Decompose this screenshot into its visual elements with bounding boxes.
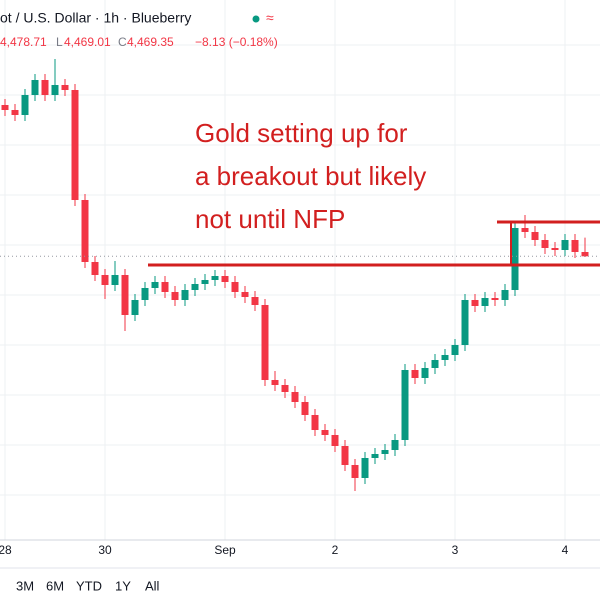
- candle-body: [141, 288, 149, 300]
- candle-body: [501, 290, 509, 300]
- candle-body: [101, 275, 109, 285]
- range-button[interactable]: 6M: [46, 578, 64, 593]
- candle-body: [491, 298, 499, 300]
- range-button[interactable]: All: [145, 578, 160, 593]
- header-close: 4,469.35: [127, 35, 174, 49]
- candle-body: [131, 300, 139, 315]
- candle-body: [191, 284, 199, 290]
- x-tick-label: 28: [0, 543, 12, 557]
- header-low: 4,469.01: [64, 35, 111, 49]
- x-tick-label: 2: [332, 543, 339, 557]
- candle-body: [551, 248, 559, 250]
- candle-body: [1, 105, 9, 110]
- annotation-text: Gold setting up for: [195, 118, 408, 148]
- candle-body: [431, 360, 439, 368]
- candle-body: [521, 228, 529, 232]
- candle-body: [321, 430, 329, 435]
- candle-body: [511, 228, 519, 290]
- candle-body: [571, 240, 579, 252]
- candle-body: [91, 262, 99, 275]
- range-button[interactable]: YTD: [76, 578, 102, 593]
- candle-body: [561, 240, 569, 250]
- candle-body: [531, 232, 539, 240]
- candle-body: [21, 95, 29, 115]
- candle-body: [41, 80, 49, 95]
- candle-body: [241, 292, 249, 297]
- candle-body: [31, 80, 39, 95]
- x-tick-label: 3: [452, 543, 459, 557]
- candle-body: [161, 282, 169, 292]
- candle-body: [581, 252, 589, 257]
- candle-body: [311, 415, 319, 430]
- range-button[interactable]: 1Y: [115, 578, 131, 593]
- header-high: 4,478.71: [0, 35, 47, 49]
- annotation-text: not until NFP: [195, 204, 345, 234]
- candle-body: [411, 370, 419, 378]
- candle-body: [121, 275, 129, 315]
- header-change: −8.13 (−0.18%): [195, 35, 278, 49]
- candle-body: [541, 240, 549, 248]
- status-dot: [252, 15, 260, 23]
- candle-body: [71, 90, 79, 200]
- x-tick-label: 30: [98, 543, 112, 557]
- candle-body: [11, 110, 19, 115]
- candle-body: [181, 290, 189, 300]
- candle-body: [391, 440, 399, 450]
- plot-area: [0, 0, 600, 540]
- candle-body: [401, 370, 409, 440]
- candle-body: [261, 305, 269, 380]
- status-icon: ≈: [266, 10, 274, 26]
- candle-body: [111, 275, 119, 285]
- candle-body: [221, 276, 229, 282]
- candle-body: [331, 435, 339, 446]
- candle-body: [481, 298, 489, 306]
- annotation-text: a breakout but likely: [195, 161, 426, 191]
- candle-body: [61, 85, 69, 90]
- candle-body: [451, 345, 459, 355]
- candle-body: [471, 300, 479, 306]
- candle-body: [421, 368, 429, 378]
- x-tick-label: Sep: [214, 543, 236, 557]
- candle-body: [211, 276, 219, 280]
- candle-body: [291, 392, 299, 402]
- candle-body: [251, 297, 259, 305]
- candle-body: [51, 85, 59, 95]
- candle-body: [461, 300, 469, 345]
- candle-body: [381, 450, 389, 454]
- candle-body: [281, 385, 289, 392]
- candle-body: [151, 282, 159, 288]
- candle-body: [341, 446, 349, 465]
- candle-body: [81, 200, 89, 262]
- candle-body: [301, 402, 309, 415]
- candle-body: [441, 355, 449, 360]
- candle-body: [231, 282, 239, 292]
- candle-body: [361, 458, 369, 478]
- candle-body: [371, 454, 379, 458]
- symbol-title: ot / U.S. Dollar · 1h · Blueberry: [0, 10, 191, 26]
- x-tick-label: 4: [562, 543, 569, 557]
- candle-body: [171, 292, 179, 300]
- range-button[interactable]: 3M: [16, 578, 34, 593]
- candle-body: [201, 280, 209, 284]
- candle-body: [351, 465, 359, 478]
- header-close-label: C: [118, 35, 127, 49]
- header-low-label: L: [56, 35, 63, 49]
- candle-body: [271, 380, 279, 385]
